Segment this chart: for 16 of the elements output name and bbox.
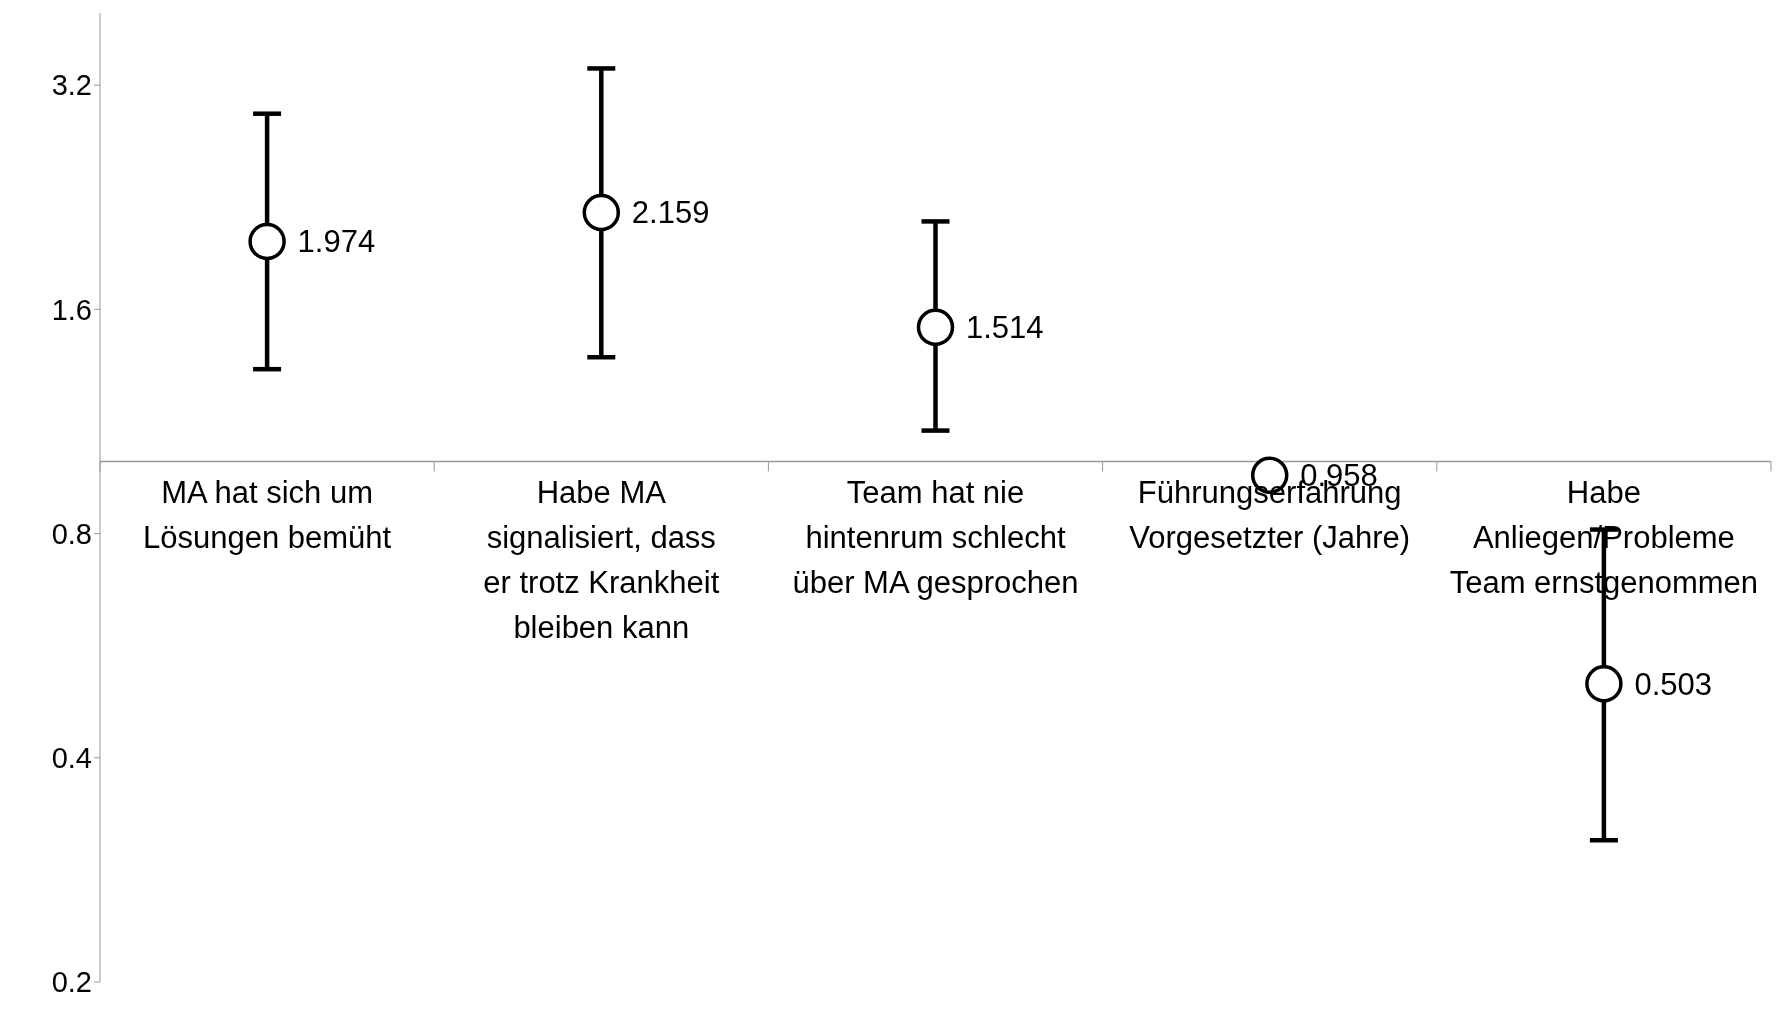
x-tick-label: Habe MA signalisiert, dass er trotz Krankheit bleiben kann [483,475,720,646]
y-tick-label: 0.4 [51,742,92,775]
x-tick-label: MA hat sich um Lösungen bemüht [143,475,392,556]
y-tick-label: 0.8 [51,517,92,550]
data-label: 0.503 [1634,666,1712,702]
point [1585,664,1623,703]
x-tick-label: Team hat nie hintenrum schlecht über MA gesprochen [792,475,1079,601]
y-tick-label: 3.2 [51,69,92,102]
point [916,308,955,346]
point [248,222,286,261]
data-label: 2.159 [631,195,710,231]
y-tick-label: 1.6 [51,293,92,326]
data-label: 1.514 [966,310,1044,346]
data-label: 1.974 [297,224,376,260]
point [582,193,621,232]
y-tick-label: 0.2 [51,966,92,999]
